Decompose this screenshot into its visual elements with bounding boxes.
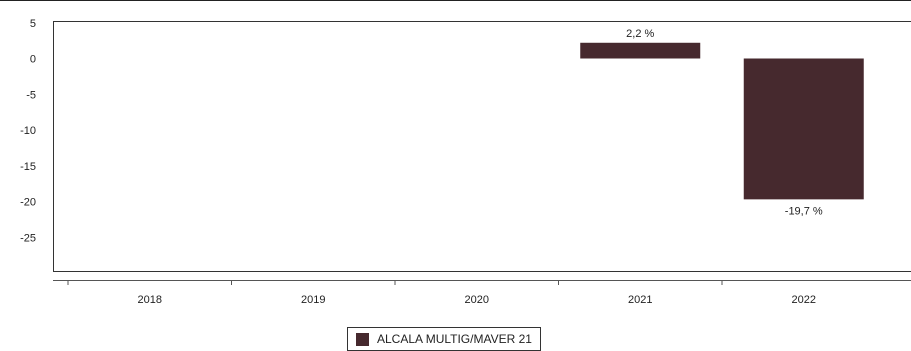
x-tick-label: 2018	[138, 294, 162, 306]
y-tick-label: -5	[26, 89, 36, 101]
legend-label: ALCALA MULTIG/MAVER 21	[377, 332, 532, 346]
y-tick-label: 0	[30, 54, 36, 66]
bar-2022	[743, 58, 864, 200]
y-tick-label: -15	[20, 161, 36, 173]
y-tick-label: -25	[20, 232, 36, 244]
bars	[580, 42, 864, 200]
y-axis-ticks: 5 0 -5 -10 -15 -20 -25	[20, 18, 36, 245]
data-label-2022: -19,7 %	[785, 205, 823, 217]
y-tick-label: 5	[30, 18, 36, 30]
x-tick-label: 2020	[465, 294, 489, 306]
x-tick-label: 2022	[792, 294, 816, 306]
y-tick-label: -10	[20, 125, 36, 137]
legend-swatch	[356, 332, 369, 346]
bar-2021	[580, 42, 701, 59]
y-tick-label: -20	[20, 197, 36, 209]
data-labels: 2,2 % -19,7 %	[626, 28, 823, 218]
x-tick-label: 2021	[628, 294, 652, 306]
data-label-2021: 2,2 %	[626, 28, 654, 40]
x-axis-ticks: 2018 2019 2020 2021 2022	[67, 280, 816, 306]
x-tick-label: 2019	[301, 294, 325, 306]
legend: ALCALA MULTIG/MAVER 21	[347, 327, 541, 351]
